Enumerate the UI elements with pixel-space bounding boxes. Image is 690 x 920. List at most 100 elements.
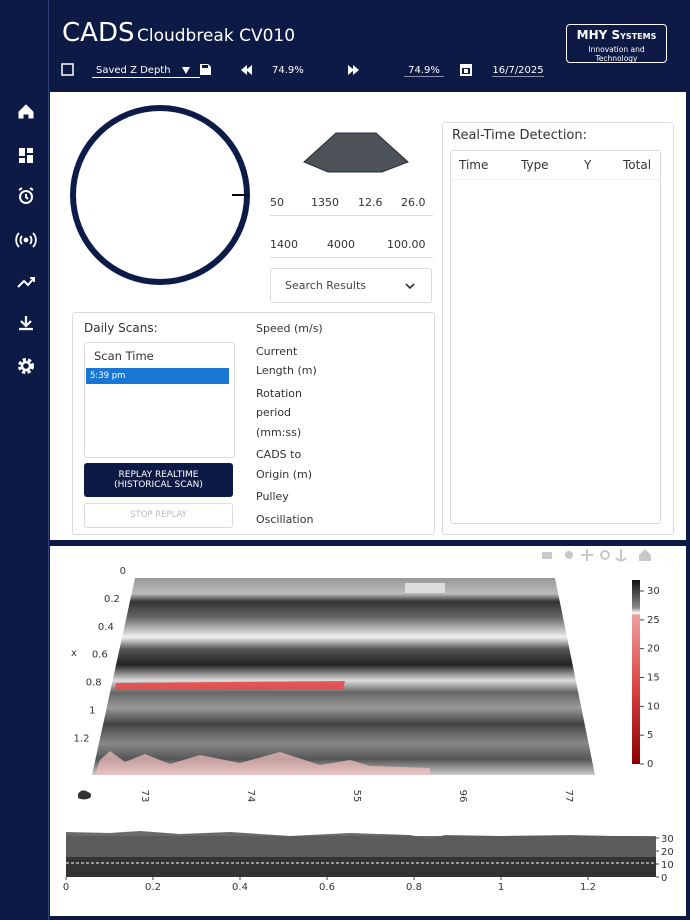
daily-scans-panel: Daily Scans: Scan Time 5:39 pm REPLAY RE… [72, 312, 435, 535]
heatmap-y-tick-label: 1.2 [74, 733, 90, 744]
dropdown-arrow[interactable] [182, 67, 190, 74]
profile-base [66, 857, 656, 877]
y-tick-label: 30 [661, 834, 674, 845]
belt-circle [70, 105, 250, 285]
scan-item[interactable]: 5:39 pm [86, 368, 229, 384]
x-tick-label: 0 [63, 882, 69, 893]
heatmap-y-tick-label: 0.8 [86, 678, 102, 689]
heatmap-hotspot [114, 681, 345, 690]
sidebar [15, 104, 37, 374]
logo-tagline: Innovation and Technology [588, 45, 645, 63]
heatmap-x-tick-label: 96 [457, 790, 468, 803]
search-label: Search Results [285, 279, 367, 292]
chevron [405, 283, 415, 290]
colorbar-tick-label: 5 [647, 730, 653, 741]
pan-button[interactable] [581, 549, 593, 561]
depth-select[interactable]: Saved Z Depth [92, 64, 200, 78]
heatmap-label [405, 583, 445, 593]
x-tick-label: 0.8 [406, 882, 422, 893]
detection-table: Time Type Y Total [450, 150, 661, 524]
heatmap-x-tick-label: 55 [351, 790, 362, 803]
column-header: Time [459, 158, 489, 172]
dashboard-icon[interactable] [19, 148, 33, 163]
trend-icon[interactable] [17, 277, 35, 288]
site-name: Cloudbreak CV010 [137, 26, 296, 46]
status-label: Oscillation [256, 512, 314, 526]
rotate-button[interactable] [600, 550, 610, 560]
column-header: Y [584, 158, 592, 172]
divider [48, 0, 49, 920]
zoom-button[interactable] [565, 551, 573, 559]
rewind-icon[interactable] [241, 65, 252, 75]
forward-icon[interactable] [348, 65, 359, 75]
orbit-button[interactable] [615, 549, 627, 562]
y-tick-label: 0 [661, 873, 667, 884]
metrics-row-2: 1400 4000 100.00 [270, 238, 433, 258]
search-dropdown[interactable]: Search Results [270, 268, 432, 303]
metric: 12.6 [358, 196, 383, 209]
detection-title: Real-Time Detection: [452, 128, 588, 143]
calendar-icon[interactable] [460, 64, 472, 76]
status-label: Current Length (m) [256, 344, 317, 378]
daily-scans-title: Daily Scans: [84, 321, 158, 335]
heatmap-y-tick-label: 1 [89, 706, 95, 717]
status-label: Speed (m/s) [256, 322, 323, 335]
metric: 26.0 [401, 196, 426, 209]
camera-button[interactable] [542, 552, 552, 559]
heatmap-y-tick-label: 0.4 [98, 622, 114, 633]
broadcast-icon[interactable] [15, 232, 37, 248]
heatmap-y-tick-label: 0.6 [92, 650, 108, 661]
metric: 4000 [327, 238, 355, 251]
export-icon[interactable] [61, 63, 74, 76]
detection-panel: Real-Time Detection: Time Type Y Total [442, 122, 674, 535]
status-label: CADS to Origin (m) [256, 448, 313, 481]
modebar [542, 549, 651, 562]
status-labels: Speed (m/s) Current Length (m) Rotation … [256, 319, 336, 529]
home-icon[interactable] [18, 104, 34, 119]
reset-button[interactable] [639, 549, 651, 561]
rewind-value: 74.9% [272, 65, 304, 76]
profile-top [66, 831, 656, 839]
brand: CADS [62, 18, 135, 48]
colorbar-tick-label: 20 [647, 644, 660, 655]
forward-value[interactable]: 74.9% [404, 65, 444, 77]
x-tick-label: 0.2 [145, 882, 161, 893]
gauge-graphics [70, 105, 409, 285]
heatmap-y-tick-label: 0 [120, 566, 126, 577]
replay-button[interactable]: REPLAY REALTIME (HISTORICAL SCAN) [84, 463, 233, 497]
colorbar-tick-label: 25 [647, 615, 660, 626]
metric: 100.00 [387, 238, 426, 251]
colorbar-tick-label: 10 [647, 701, 660, 712]
toolbar-icons [61, 63, 472, 76]
x-tick-label: 1 [498, 882, 504, 893]
column-header: Type [521, 158, 549, 172]
column-header: Total [623, 158, 652, 172]
heatmap-hotspot [95, 751, 430, 775]
logo-title: MHY Systems [576, 28, 657, 42]
x-tick-label: 0.6 [319, 882, 335, 893]
belt-profile [303, 132, 409, 173]
heatmap-y-tick-label: 0.2 [104, 594, 120, 605]
save-icon[interactable] [200, 64, 211, 75]
heatmap-axis-label: x [71, 648, 77, 659]
date-input[interactable]: 16/7/2025 [492, 65, 544, 77]
lower-panel: x 00.20.40.60.811.273 74 55 96 7705101520253… [50, 546, 686, 916]
metric: 1400 [270, 238, 298, 251]
settings-icon[interactable] [18, 358, 34, 374]
orientation-icon [78, 790, 92, 800]
x-tick-label: 0.4 [232, 882, 248, 893]
list-header: Scan Time [94, 349, 154, 363]
heatmap-x-tick-label: 77 [563, 790, 574, 803]
scan-list: Scan Time 5:39 pm [84, 342, 235, 458]
download-icon[interactable] [19, 316, 33, 331]
metrics-row-1: 50 1350 12.6 26.0 [270, 196, 433, 216]
heatmap-x-tick-label: 73 [139, 790, 150, 803]
logo: MHY Systems Innovation and Technology [566, 24, 667, 63]
heatmap-surface [92, 578, 595, 775]
y-tick-label: 10 [661, 860, 674, 871]
alarm-icon[interactable] [18, 187, 34, 204]
stop-button[interactable]: STOP REPLAY [84, 503, 233, 528]
metric: 50 [270, 196, 284, 209]
